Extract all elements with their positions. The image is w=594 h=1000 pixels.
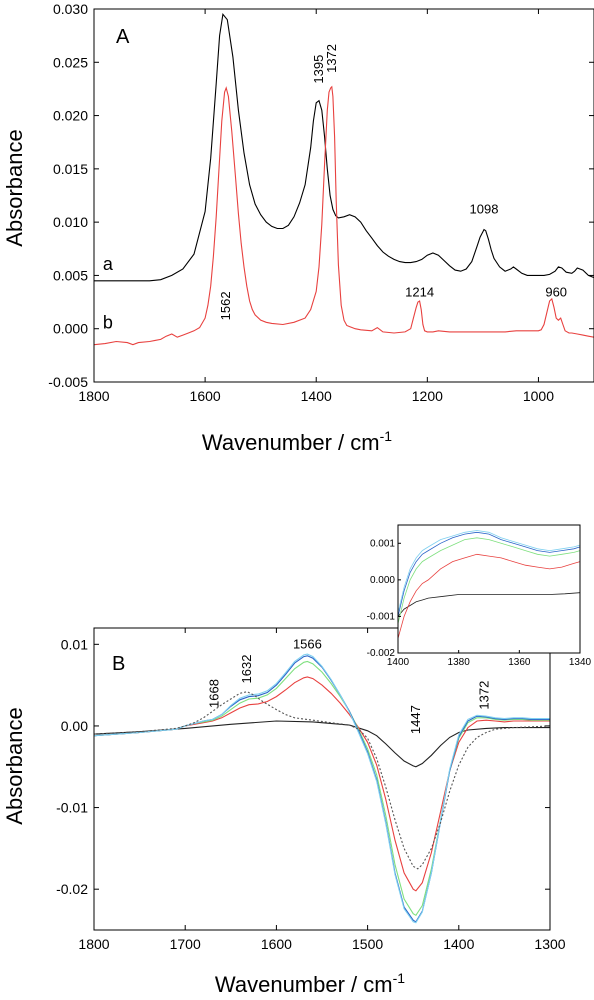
panel-b-x-tick-label: 1800 [78, 936, 109, 952]
inset-series-2-line [397, 553, 581, 639]
panel-a-plot-frame [93, 8, 594, 383]
panel-a-peak-annotation: 1098 [470, 202, 499, 217]
panel-a-y-tick-label: 0.020 [53, 108, 88, 124]
panel-b-label: B [112, 653, 125, 675]
inset-x-tick-label: 1380 [448, 657, 471, 668]
panel-a-y-tick-label: 0.015 [53, 161, 88, 177]
panel-a-peak-annotation: 1214 [405, 285, 434, 300]
panel-b-x-tick-label: 1300 [534, 936, 565, 952]
panel-b-x-axis-title-sup: -1 [393, 970, 406, 986]
panel-b-plot-frame [93, 627, 551, 931]
panel-b-peak-annotation: 1566 [293, 636, 322, 651]
panel-b-x-tick-label: 1500 [352, 936, 383, 952]
panel-b-x-axis-title-main: Wavenumber / cm [215, 972, 393, 997]
panel-a-x-tick-label: 1800 [78, 388, 109, 404]
panel-a-peak-annotation: 1395 [311, 55, 326, 84]
panel-a-peak-annotation: 960 [545, 285, 567, 300]
panel-b-y-tick-label: 0.01 [61, 636, 88, 652]
panel-b-series-1-line [93, 720, 550, 768]
inset-y-tick-label: -0.001 [367, 611, 396, 622]
panel-b-inset: 1400 1380 1360 1340 -0.002 -0.001 0.000 0.001 [367, 524, 592, 668]
panel-a-y-tick-label: 0.010 [53, 214, 88, 230]
panel-b-y-tick-label: -0.02 [56, 881, 88, 897]
panel-b-y-tick-label: 0.00 [61, 718, 88, 734]
inset-x-tick-label: 1360 [508, 657, 531, 668]
inset-y-tick-label: 0.001 [370, 538, 395, 549]
panel-b-series-2-line [93, 676, 550, 892]
panel-a-x-tick-label: 1400 [301, 388, 332, 404]
panel-b-peak-annotation: 1632 [239, 655, 254, 684]
panel-a-series-a-line [94, 12, 594, 282]
inset-series-5-line [397, 530, 581, 613]
panel-a-x-tick-label: 1000 [523, 388, 554, 404]
panel-b: 1800 1700 1600 1500 1400 1300 -0.02 -0.01 0.00 0.… [2, 627, 566, 997]
panel-a-y-tick-label: 0.030 [53, 1, 88, 17]
panel-b-series-5-line [93, 653, 550, 924]
panel-a-x-tick-label: 1600 [190, 388, 221, 404]
inset-series-3-line [397, 537, 581, 624]
panel-b-y-axis-title: Absorbance [2, 707, 27, 824]
panel-a-trace-label: b [103, 313, 113, 333]
panel-a-y-axis-title: Absorbance [2, 129, 27, 246]
panel-a-x-tick-label: 1200 [412, 388, 443, 404]
inset-plot-frame [397, 524, 581, 654]
panel-a-plot-area: 1800 1600 1400 1200 1000 -0.005 0.000 0.005 0.01… [48, 0, 594, 404]
inset-x-tick-label: 1340 [569, 657, 592, 668]
panel-a-x-axis-title-main: Wavenumber / cm [202, 430, 380, 455]
inset-background [398, 525, 580, 653]
panel-b-peak-annotation: 1447 [408, 705, 423, 734]
panel-a-label: A [116, 26, 130, 48]
panel-a-y-tick-label: 0.025 [53, 54, 88, 70]
panel-b-peak-annotation: 1372 [476, 681, 491, 710]
panel-a-y-tick-label: 0.005 [53, 267, 88, 283]
panel-a-y-tick-label: 0.000 [53, 321, 88, 337]
panel-a-x-axis-title: Wavenumber / cm-1 [202, 428, 392, 455]
panel-b-peak-annotation: 1668 [206, 679, 221, 708]
panel-a-x-axis-title-sup: -1 [380, 428, 393, 444]
inset-series-1-line [397, 592, 581, 617]
panel-b-y-tick-label: -0.01 [56, 800, 88, 816]
panel-a-y-tick-label: -0.005 [48, 374, 88, 390]
inset-y-tick-label: -0.002 [367, 648, 396, 659]
panel-a-peak-annotation: 1372 [324, 44, 339, 73]
inset-x-tick-label: 1400 [387, 657, 410, 668]
panel-a-trace-label: 1562 [218, 291, 233, 320]
panel-b-x-tick-label: 1600 [261, 936, 292, 952]
panel-b-x-axis-title: Wavenumber / cm-1 [215, 970, 405, 997]
panel-b-x-tick-label: 1700 [170, 936, 201, 952]
panel-b-plot-area: 1800 1700 1600 1500 1400 1300 -0.02 -0.01 0.00 0.… [56, 627, 566, 952]
panel-a: 1800 1600 1400 1200 1000 -0.005 0.000 0.005 0.01… [2, 0, 594, 455]
panel-a-series-b-line [93, 85, 594, 346]
inset-y-tick-label: 0.000 [370, 575, 395, 586]
panel-a-trace-label: a [103, 254, 114, 274]
panel-b-x-tick-label: 1400 [443, 936, 474, 952]
inset-series-4-line [397, 531, 581, 617]
